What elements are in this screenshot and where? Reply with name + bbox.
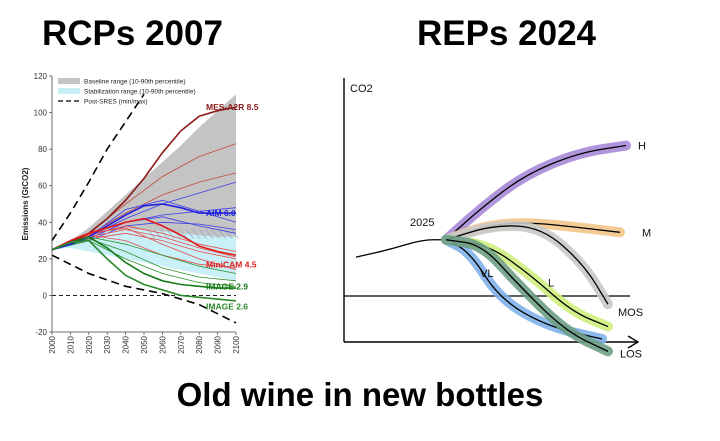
y-tick-label: 100 <box>34 109 48 118</box>
hatch-line <box>192 229 201 239</box>
series-label-4: MOS <box>618 307 643 319</box>
y-tick-label: 20 <box>38 255 47 264</box>
y-tick-label: 0 <box>43 291 48 300</box>
series-label-0: H <box>638 141 646 153</box>
x-tick-label: 2080 <box>195 335 204 353</box>
series-label-0: MES-A2R 8.5 <box>206 102 259 112</box>
legend-label: Stabilization range (10-90th percentile) <box>84 89 196 96</box>
legend-label: Baseline range (10-90th percentile) <box>84 79 186 86</box>
series-line-4 <box>51 239 237 302</box>
x-axis-arrow <box>627 335 640 349</box>
y-axis-label: CO2 <box>350 83 373 95</box>
hatch-line <box>179 229 188 239</box>
series-label-3: IMAGE 2.9 <box>206 281 248 291</box>
x-tick-label: 2030 <box>103 335 112 353</box>
hatch-line <box>153 229 162 239</box>
post-sres-line-0 <box>51 93 145 242</box>
hatch-line <box>211 229 220 239</box>
series-line-5 <box>445 239 609 352</box>
x-tick-label: 2040 <box>122 335 131 353</box>
series-label-3: VL <box>480 268 493 280</box>
x-tick-label: 2090 <box>214 335 223 353</box>
y-tick-label: 40 <box>38 218 47 227</box>
x-tick-label: 2100 <box>232 335 241 353</box>
series-label-4: IMAGE 2.6 <box>206 301 248 311</box>
hatch-line <box>147 229 156 239</box>
y-tick-label: 120 <box>34 72 48 81</box>
band-0 <box>52 94 236 250</box>
annotation-2025: 2025 <box>410 217 434 229</box>
hatch-line <box>198 229 207 239</box>
series-line-2 <box>51 217 237 256</box>
x-tick-label: 2070 <box>177 335 186 353</box>
x-tick-label: 2020 <box>85 335 94 353</box>
y-tick-label: 60 <box>38 182 47 191</box>
x-tick-label: 2010 <box>66 335 75 353</box>
x-tick-label: 2050 <box>140 335 149 353</box>
hatch-line <box>205 229 214 239</box>
right-heading: REPs 2024 <box>417 14 597 53</box>
y-axis-label: Emissions (GtCO2) <box>21 167 30 240</box>
y-tick-label: 80 <box>38 145 47 154</box>
x-tick-label: 2060 <box>158 335 167 353</box>
series-label-1: M <box>642 227 651 239</box>
hatch-line <box>166 229 175 239</box>
thin-series-line <box>51 234 237 269</box>
post-sres-line-1 <box>51 254 237 324</box>
series-label-1: AIM 6.0 <box>206 208 236 218</box>
hatch-line <box>218 229 227 239</box>
thin-series-line <box>51 240 237 287</box>
rep-chart: CO2 H M L VL MOS LOS 2025 <box>343 78 651 360</box>
series-label-2: MiniCAM 4.5 <box>206 259 257 269</box>
hatch-line <box>173 229 182 239</box>
legend-swatch-stabilization <box>58 88 80 94</box>
hatch-line <box>186 229 194 239</box>
series-label-2: L <box>548 278 554 290</box>
hatch-line <box>231 229 239 239</box>
series-label-5: LOS <box>620 348 642 360</box>
series-line-4 <box>445 225 609 305</box>
x-tick-label: 2000 <box>48 335 57 353</box>
series-line-3 <box>51 236 236 289</box>
y-tick-label: -20 <box>35 328 47 337</box>
history-line <box>355 239 446 258</box>
legend-label: Post-SRES (min/max) <box>84 99 148 106</box>
left-heading: RCPs 2007 <box>42 14 223 53</box>
legend-swatch-baseline <box>58 78 80 84</box>
bottom-caption: Old wine in new bottles <box>176 376 544 413</box>
